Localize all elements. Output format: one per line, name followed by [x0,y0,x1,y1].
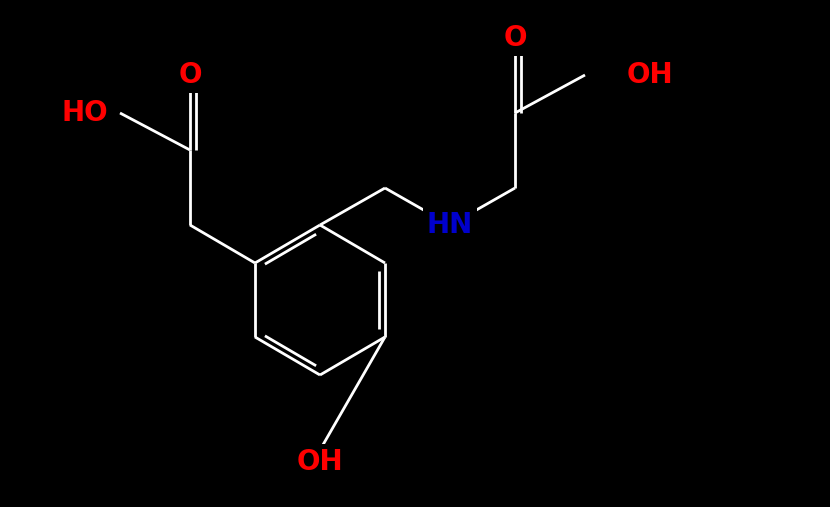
Text: HO: HO [61,99,108,127]
Text: O: O [178,61,202,89]
Text: O: O [503,24,527,52]
Text: OH: OH [627,61,673,89]
Text: HN: HN [427,211,473,239]
Text: OH: OH [296,448,344,476]
